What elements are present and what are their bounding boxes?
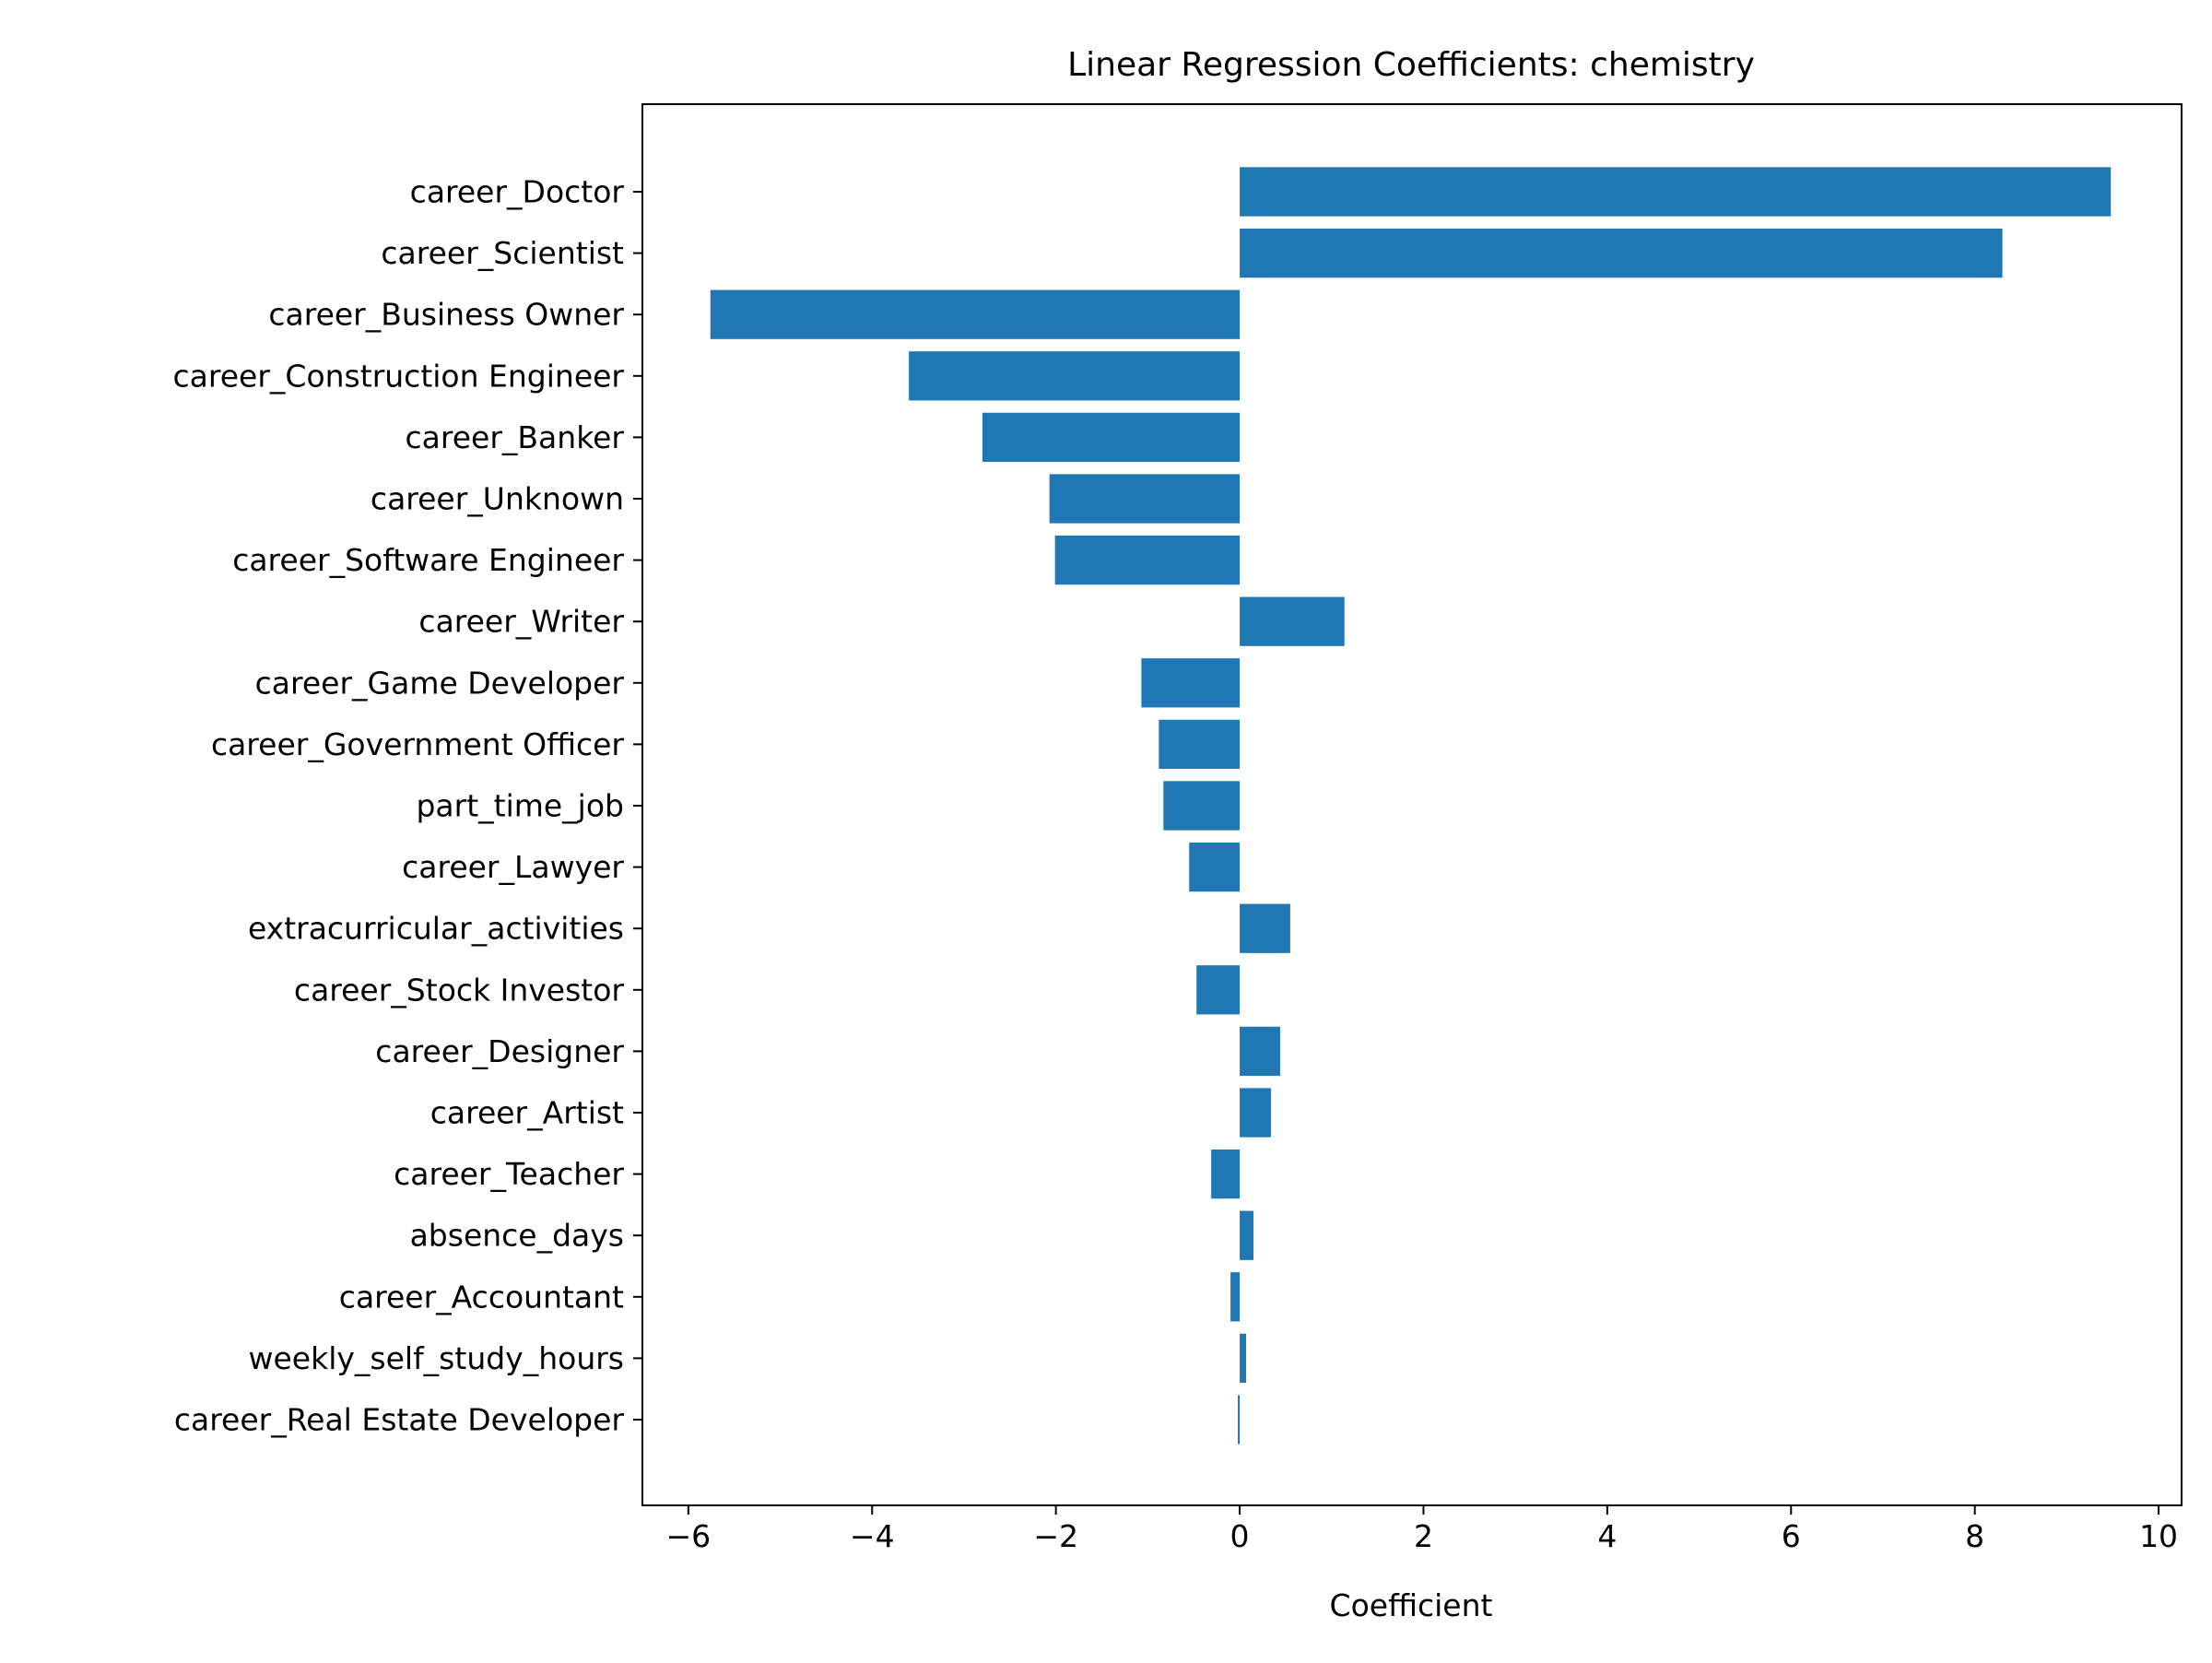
x-tick-label: 2 <box>1414 1518 1433 1554</box>
bar <box>710 289 1241 339</box>
bar <box>1196 965 1241 1015</box>
bar <box>1240 1210 1254 1260</box>
bar <box>1240 1333 1247 1384</box>
x-tick-label: 4 <box>1597 1518 1617 1554</box>
bar <box>1240 903 1290 953</box>
bar <box>982 412 1241 463</box>
x-tick-label: 6 <box>1782 1518 1801 1554</box>
y-tick-label: career_Writer <box>418 604 624 640</box>
y-tick-label: career_Doctor <box>410 174 625 210</box>
x-tick-label: −4 <box>850 1518 895 1554</box>
y-tick-label: career_Scientist <box>381 235 624 271</box>
y-tick-label: career_Accountant <box>339 1279 624 1315</box>
y-axis: career_Doctor career_Scientist career_Busi… <box>173 174 642 1438</box>
bar <box>1240 1026 1280 1077</box>
y-tick-label: absence_days <box>410 1218 624 1254</box>
bar <box>909 351 1241 401</box>
bar <box>1049 474 1241 524</box>
y-tick-label: career_Software Engineer <box>232 542 624 578</box>
bar <box>1189 842 1241 892</box>
plot-frame <box>641 103 2183 1506</box>
bar <box>1240 228 2003 278</box>
x-tick-label: −6 <box>666 1518 712 1554</box>
bar <box>1159 719 1241 770</box>
bar <box>1211 1149 1241 1199</box>
bar <box>1163 781 1241 831</box>
x-tick-label: 10 <box>2139 1518 2178 1554</box>
y-tick-label: career_Teacher <box>394 1156 624 1192</box>
bar <box>1230 1272 1241 1322</box>
bar <box>1240 1088 1271 1138</box>
bar <box>1240 167 2112 217</box>
bar <box>1054 535 1241 585</box>
y-tick-label: extracurricular_activities <box>248 911 624 947</box>
y-tick-label: career_Construction Engineer <box>173 358 625 394</box>
y-tick-label: career_Lawyer <box>402 849 624 885</box>
y-tick-label: career_Designer <box>375 1033 624 1069</box>
y-tick-label: career_Government Officer <box>211 726 624 762</box>
bar <box>1141 658 1241 708</box>
y-tick-label: weekly_self_study_hours <box>249 1340 625 1376</box>
y-tick-label: career_Artist <box>430 1095 624 1131</box>
x-axis-label: Coefficient <box>1330 1587 1493 1623</box>
x-axis: −6 −4 −2 0 2 4 6 8 10 <box>666 1505 2178 1554</box>
y-tick-label: career_Business Owner <box>268 297 624 333</box>
x-tick-label: 8 <box>1965 1518 1984 1554</box>
x-tick-label: −2 <box>1033 1518 1078 1554</box>
bar <box>1238 1395 1241 1445</box>
bars-group <box>710 167 2112 1445</box>
bar <box>1240 596 1345 646</box>
x-tick-label: 0 <box>1230 1518 1250 1554</box>
y-tick-label: career_Game Developer <box>255 665 625 701</box>
y-tick-label: career_Unknown <box>371 481 624 517</box>
y-tick-label: part_time_job <box>416 788 624 824</box>
y-tick-label: career_Stock Investor <box>294 972 625 1008</box>
y-tick-label: career_Banker <box>406 419 625 455</box>
y-tick-label: career_Real Estate Developer <box>174 1402 625 1438</box>
chart-title: Linear Regression Coefficients: chemistr… <box>1067 46 1755 84</box>
